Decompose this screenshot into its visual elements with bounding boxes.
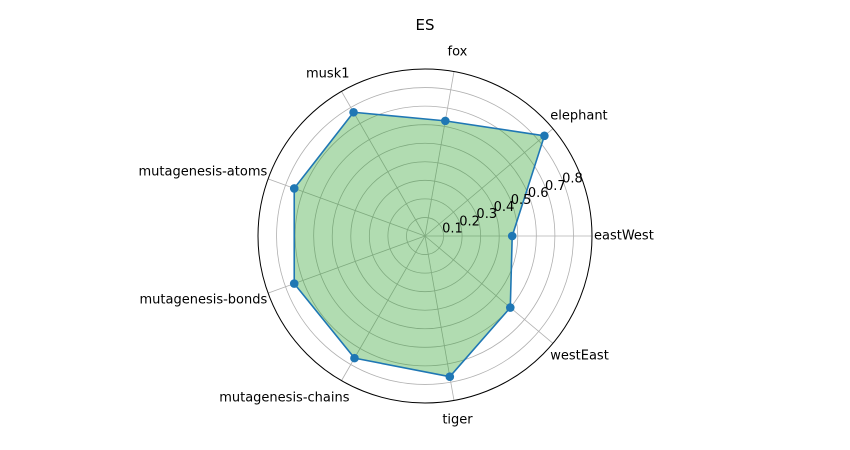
category-label-mutagenesis-atoms: mutagenesis-atoms — [139, 165, 268, 180]
category-label-musk1: musk1 — [306, 67, 349, 82]
category-label-mutagenesis-chains: mutagenesis-chains — [219, 390, 350, 405]
outer-frame — [257, 68, 593, 404]
tick-label-7: 0.8 — [562, 172, 583, 187]
data-point-elephant — [540, 131, 549, 141]
tick-label-6: 0.7 — [545, 179, 566, 194]
tick-label-3: 0.4 — [494, 200, 515, 215]
grid-spoke-8 — [424, 235, 554, 344]
category-label-eastWest: eastWest — [594, 229, 654, 244]
grid-spoke-1 — [424, 128, 554, 237]
tick-labels: 0.10.20.30.40.50.60.70.8 — [442, 172, 583, 237]
tick-label-0: 0.1 — [442, 221, 463, 236]
grid-spoke-2 — [424, 71, 455, 237]
category-label-mutagenesis-bonds: mutagenesis-bonds — [139, 292, 267, 307]
data-point-westEast — [505, 303, 515, 312]
category-label-fox: fox — [448, 44, 468, 59]
data-point-mutagenesis-bonds — [289, 279, 299, 288]
series-area — [294, 112, 545, 377]
tick-label-2: 0.3 — [476, 207, 497, 222]
data-point-mutagenesis-chains — [350, 353, 359, 363]
category-label-elephant: elephant — [550, 108, 607, 123]
tick-label-4: 0.5 — [511, 193, 532, 208]
tick-label-1: 0.2 — [459, 214, 480, 229]
category-label-tiger: tiger — [442, 413, 473, 428]
category-label-westEast: westEast — [550, 349, 609, 364]
series-layer — [289, 107, 549, 382]
data-point-mutagenesis-atoms — [289, 184, 299, 193]
data-point-eastWest — [507, 231, 517, 241]
series-line — [293, 111, 546, 378]
data-point-musk1 — [349, 107, 358, 117]
data-point-tiger — [445, 372, 455, 382]
category-labels: eastWest elephant fox musk1 mutagenesis-atom… — [139, 44, 654, 427]
chart-title: ES — [416, 16, 435, 34]
tick-label-5: 0.6 — [528, 186, 549, 201]
data-point-fox — [440, 116, 450, 126]
